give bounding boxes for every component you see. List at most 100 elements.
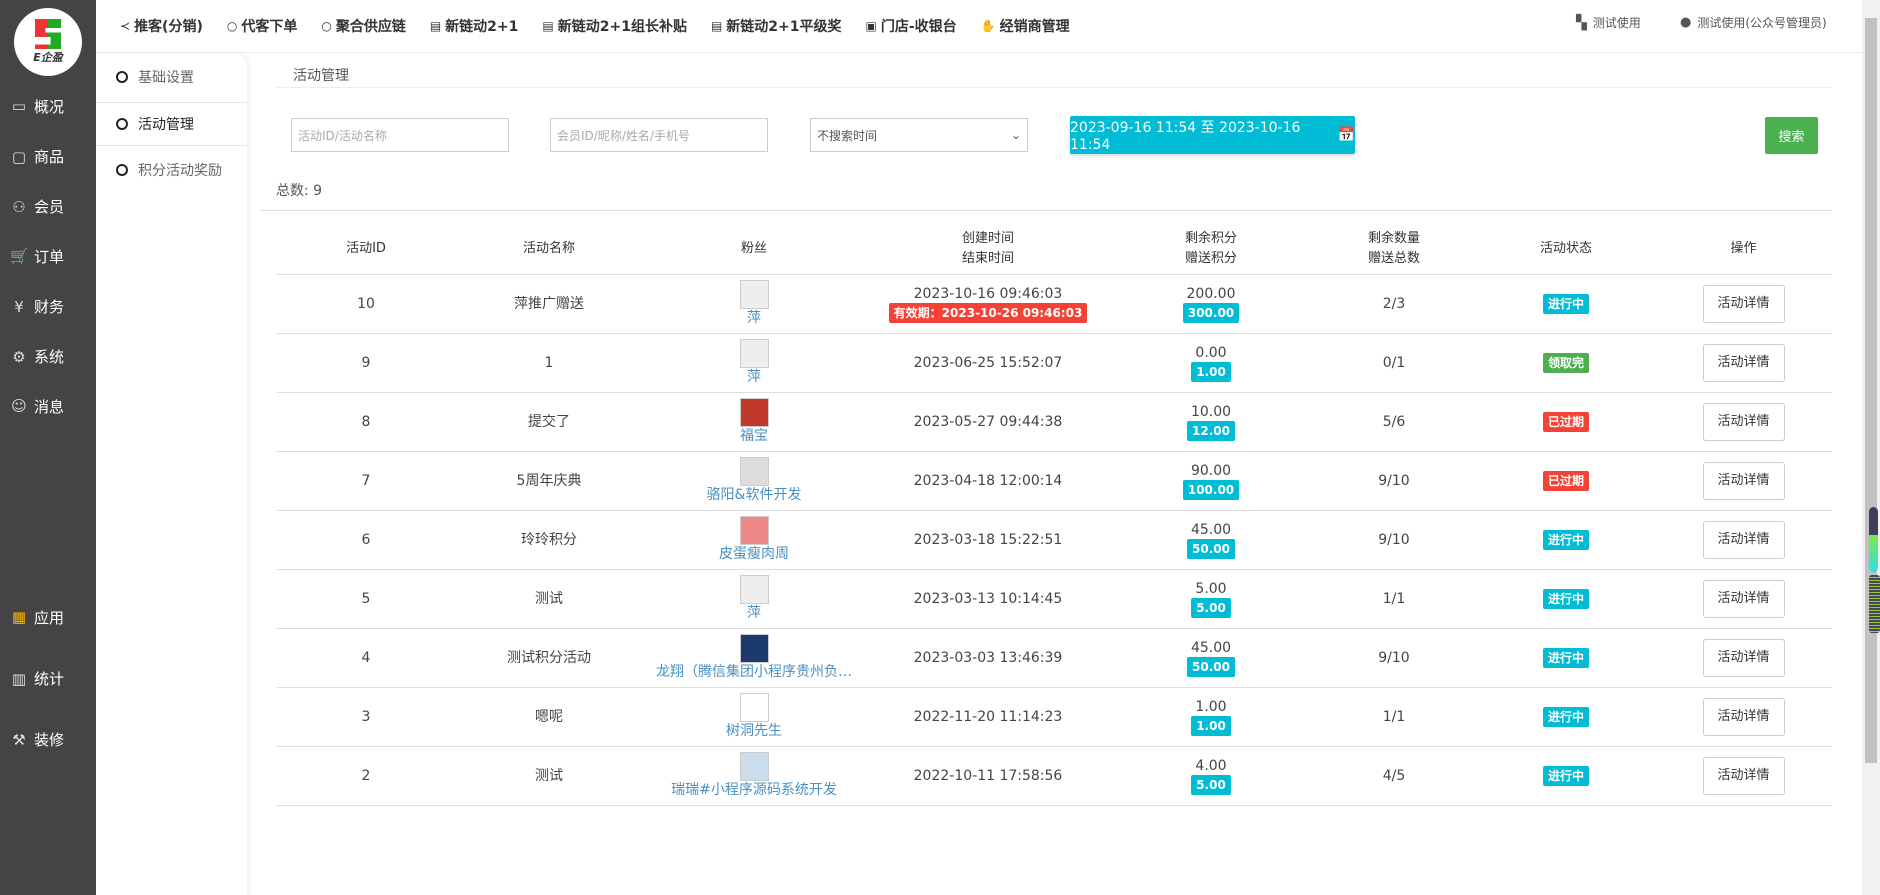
fan-avatar[interactable] [739,339,769,368]
scrollbar[interactable] [1862,0,1880,895]
action-cell: 活动详情 [1655,274,1832,334]
valid-until-badge: 有效期：2023-10-26 09:46:03 [888,302,1088,323]
floating-widget[interactable] [1869,507,1878,572]
top-nav-item-2[interactable]: ○ 聚合供应链 [321,19,406,35]
created-time: 2022-10-11 17:58:56 [913,767,1063,784]
member-search-input[interactable]: 会员ID/昵称/姓名/手机号 [550,118,768,152]
apps-icon: ▦ [11,608,27,627]
search-button[interactable]: 搜索 [1765,117,1818,154]
activity-detail-button[interactable]: 活动详情 [1702,402,1785,441]
activity-detail-button[interactable]: 活动详情 [1702,638,1785,677]
fan-cell: 萍 [643,569,865,629]
fan-avatar[interactable] [739,575,769,604]
fan-name[interactable]: 树洞先生 [726,723,782,739]
fan-name[interactable]: 福宝 [740,428,768,444]
top-nav-item-3[interactable]: ▤ 新链动2+1 [429,19,519,35]
sidebar-item-7[interactable]: ▦ 应用 [11,608,65,627]
fan-name[interactable]: 龙翔（腾信集团小程序贵州负… [656,664,852,680]
fan-cell: 萍 [643,274,865,334]
created-time: 2023-10-16 09:46:03 [913,285,1063,302]
fan-name[interactable]: 瑞瑞#小程序源码系统开发 [671,782,837,798]
date-range-button[interactable]: 2023-09-16 11:54 至 2023-10-16 11:54 📅 [1070,116,1355,154]
handshake-icon: ✋ [980,19,996,33]
cart-icon: 🛒 [10,247,29,266]
sidebar-item-3[interactable]: 🛒 订单 [10,247,65,266]
header-time: 创建时间 结束时间 [865,225,1111,275]
sidebar-item-5[interactable]: ⚙ 系统 [10,346,64,367]
sidebar-item-1[interactable]: ▢ 商品 [11,147,65,167]
top-nav-item-4[interactable]: ▤ 新链动2+1组长补贴 [542,19,687,35]
sidebar-item-9[interactable]: ⚒ 装修 [10,729,64,750]
submenu: 基础设置 活动管理 积分活动奖励 [96,53,247,895]
status-cell: 进行中 [1477,274,1655,334]
activity-detail-button[interactable]: 活动详情 [1702,520,1785,559]
activity-detail-button[interactable]: 活动详情 [1702,461,1785,500]
quantity: 1/1 [1311,569,1477,629]
top-nav-item-5[interactable]: ▤ 新链动2+1平级奖 [710,19,842,35]
table-row: 10 萍推广赠送 萍 2023-10-16 09:46:03 有效期：2023-1… [277,274,1832,334]
header-action: 操作 [1655,225,1832,275]
fan-cell: 萍 [643,333,865,393]
fan-avatar[interactable] [739,398,769,427]
created-time: 2022-11-20 11:14:23 [913,708,1063,725]
activity-detail-button[interactable]: 活动详情 [1702,697,1785,736]
floating-widget-meter[interactable] [1869,575,1880,633]
fan-name[interactable]: 萍 [747,310,761,326]
fan-avatar[interactable] [739,752,769,781]
bar-chart-icon: ▥ [11,669,27,688]
sidebar-item-4[interactable]: ¥ 财务 [10,296,64,317]
circle-icon: ○ [226,19,238,33]
activity-id: 4 [277,628,455,688]
fan-avatar[interactable] [739,457,769,486]
activity-id: 6 [277,510,455,570]
time-cell: 2023-06-25 15:52:07 [865,333,1111,393]
activity-detail-button[interactable]: 活动详情 [1702,284,1785,323]
sidebar-item-0[interactable]: ▭ 概况 [11,97,65,116]
sidebar-item-8[interactable]: ▥ 统计 [11,669,65,689]
status-cell: 领取完 [1477,333,1655,393]
top-nav: ≺ 推客(分销) ○ 代客下单 ○ 聚合供应链 ▤ 新链动2+1 ▤ 新链动2+1组长补贴 ▤ 新链动… [96,0,1862,53]
fan-name[interactable]: 萍 [747,605,761,621]
user-menu[interactable]: ● 测试使用(公众号管理员) [1680,15,1827,30]
top-nav-item-6[interactable]: ▣ 门店-收银台 [865,19,957,35]
header-id: 活动ID [277,225,455,275]
sidebar-item-6[interactable]: ☺ 消息 [11,397,65,416]
fan-avatar[interactable] [739,634,769,663]
remaining-points: 5.00 [1195,580,1227,597]
points-cell: 45.00 50.00 [1111,628,1311,688]
submenu-item-0[interactable]: 基础设置 [96,53,247,102]
activity-search-input[interactable]: 活动ID/活动名称 [291,118,509,152]
fan-name[interactable]: 萍 [747,369,761,385]
activity-detail-button[interactable]: 活动详情 [1702,579,1785,618]
remaining-points: 90.00 [1190,462,1232,479]
fan-avatar[interactable] [739,280,769,309]
remaining-points: 0.00 [1195,344,1227,361]
top-nav-item-7[interactable]: ✋ 经销商管理 [980,19,1070,35]
fan-avatar[interactable] [739,693,769,722]
table-row: 6 玲玲积分 皮蛋瘦肉周 2023-03-18 15:22:51 45.00 50… [277,510,1832,570]
points-cell: 4.00 5.00 [1111,746,1311,806]
status-badge: 进行中 [1542,588,1589,609]
activity-detail-button[interactable]: 活动详情 [1702,756,1785,795]
activity-id: 10 [277,274,455,334]
submenu-item-2[interactable]: 积分活动奖励 [96,146,247,195]
status-badge: 进行中 [1542,293,1589,314]
top-nav-item-0[interactable]: ≺ 推客(分销) [120,19,203,35]
fan-name[interactable]: 皮蛋瘦肉周 [719,546,789,562]
chevron-down-icon: ⌄ [1010,128,1021,142]
scrollbar-thumb[interactable] [1865,18,1877,763]
points-cell: 10.00 12.00 [1111,392,1311,452]
fan-avatar[interactable] [739,516,769,545]
submenu-item-1[interactable]: 活动管理 [96,102,247,146]
gear-icon: ⚙ [12,347,26,366]
fan-name[interactable]: 骆阳&软件开发 [706,487,802,503]
top-nav-item-1[interactable]: ○ 代客下单 [226,19,298,35]
remaining-points: 1.00 [1195,698,1227,715]
list-icon: ▤ [542,19,554,33]
sidebar-item-2[interactable]: ⚇ 会员 [10,196,64,217]
fan-cell: 皮蛋瘦肉周 [643,510,865,570]
time-select[interactable]: 不搜索时间 ⌄ [810,118,1028,152]
activity-detail-button[interactable]: 活动详情 [1702,343,1785,382]
brand-logo[interactable]: E企盈 [14,8,82,76]
store-switch[interactable]: ▚ 测试使用 [1576,14,1641,31]
